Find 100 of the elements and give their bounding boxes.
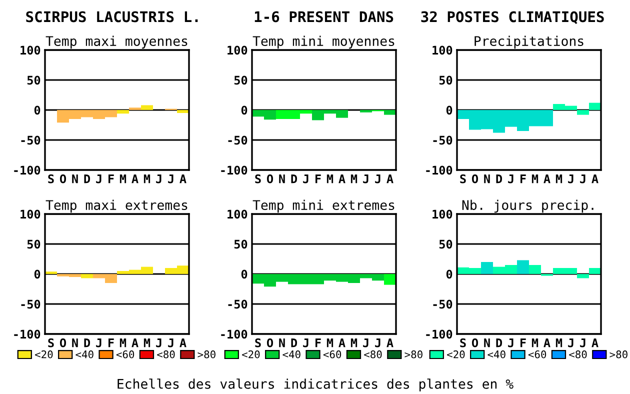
x-tick-label: D: [496, 338, 502, 348]
y-tick-label: -100: [426, 330, 452, 339]
x-tick-label: A: [180, 338, 186, 348]
x-tick-label: F: [108, 174, 114, 184]
text: Echelles des valeurs indicatrices des plantes en %: [118, 378, 514, 392]
x-tick-label: J: [375, 174, 380, 184]
x-tick-label: J: [568, 338, 574, 348]
y-tick-label: -50: [21, 136, 40, 145]
x-tick-label: N: [72, 338, 78, 348]
y-tick-label: 100: [20, 46, 40, 55]
x-tick-label: J: [568, 174, 574, 184]
legend-label: <40: [282, 350, 300, 358]
x-tick-label: M: [350, 338, 358, 348]
text: SCIRPUS LACUSTRIS L. 1-6 PRESENT DANS 32 POSTES CLIMATIQUES: [26, 11, 604, 24]
bar: [517, 260, 529, 274]
bar: [577, 110, 589, 115]
x-tick-label: M: [326, 174, 334, 184]
x-tick-label: O: [472, 338, 478, 348]
y-tick-label: -100: [426, 166, 452, 175]
x-tick-label: J: [156, 174, 162, 184]
y-tick-label: -100: [221, 330, 248, 339]
x-tick-label: F: [315, 174, 321, 184]
x-tick-label: A: [386, 338, 394, 348]
x-tick-label: A: [386, 174, 394, 184]
x-tick-label: N: [484, 174, 490, 184]
y-tick-label: 100: [228, 46, 248, 55]
x-tick-label: J: [580, 338, 586, 348]
x-tick-label: N: [279, 338, 285, 348]
x-tick-label: O: [60, 174, 66, 184]
x-tick-label: D: [291, 338, 298, 348]
x-tick-label: A: [132, 338, 138, 348]
x-tick-label: A: [544, 174, 550, 184]
x-tick-label: N: [279, 174, 285, 184]
y-tick-label: 0: [241, 106, 248, 115]
x-tick-label: J: [96, 338, 102, 348]
x-tick-label: J: [508, 338, 514, 348]
chart-title: Temp maxi extremes: [46, 200, 188, 213]
x-tick-label: O: [472, 174, 478, 184]
y-tick-label: 50: [27, 240, 40, 249]
bar: [81, 274, 93, 278]
x-tick-label: S: [48, 338, 54, 348]
x-tick-label: M: [120, 174, 126, 184]
x-tick-label: M: [556, 174, 562, 184]
x-tick-label: N: [484, 338, 490, 348]
y-tick-label: 0: [34, 270, 40, 279]
y-tick-label: 50: [439, 76, 452, 85]
x-tick-label: J: [363, 174, 368, 184]
x-tick-label: M: [326, 338, 334, 348]
legend-label: >80: [198, 350, 216, 358]
x-tick-label: O: [60, 338, 66, 348]
chart-title: Temp mini moyennes: [252, 36, 394, 49]
legend-label: <60: [528, 350, 546, 358]
x-tick-label: F: [520, 174, 526, 184]
legend-label: <80: [157, 350, 175, 358]
x-tick-label: S: [460, 174, 466, 184]
y-tick-label: 50: [234, 76, 248, 85]
y-tick-label: -100: [14, 330, 40, 339]
x-tick-label: N: [72, 174, 78, 184]
y-tick-label: 50: [234, 240, 248, 249]
x-tick-label: M: [556, 338, 562, 348]
y-tick-label: 0: [446, 106, 452, 115]
y-tick-label: -50: [433, 300, 452, 309]
x-tick-label: J: [580, 174, 586, 184]
y-tick-label: 0: [34, 106, 40, 115]
legend-label: <60: [323, 350, 342, 358]
x-tick-label: M: [120, 338, 126, 348]
x-tick-label: M: [144, 174, 150, 184]
x-tick-label: S: [255, 338, 261, 348]
y-tick-label: 50: [439, 240, 452, 249]
x-tick-label: F: [315, 338, 321, 348]
x-tick-label: J: [303, 338, 308, 348]
x-tick-label: A: [544, 338, 550, 348]
x-tick-label: D: [291, 174, 298, 184]
y-tick-label: 100: [20, 210, 40, 219]
x-tick-label: J: [508, 174, 514, 184]
y-tick-label: -50: [21, 300, 40, 309]
x-tick-label: D: [84, 338, 90, 348]
y-tick-label: -100: [221, 166, 248, 175]
x-tick-label: J: [96, 174, 102, 184]
legend-label: <60: [116, 350, 134, 358]
x-tick-label: J: [375, 338, 380, 348]
x-tick-label: O: [266, 338, 274, 348]
x-tick-label: M: [532, 174, 538, 184]
legend-label: <20: [446, 350, 465, 358]
legend-label: >80: [404, 350, 422, 358]
y-tick-label: -50: [433, 136, 452, 145]
x-tick-label: A: [132, 174, 138, 184]
legend-label: >80: [610, 350, 628, 358]
y-tick-label: -50: [228, 136, 248, 145]
legend-label: <20: [242, 350, 260, 358]
x-tick-label: S: [48, 174, 54, 184]
legend-label: <40: [488, 350, 506, 358]
x-tick-label: A: [338, 174, 346, 184]
x-tick-label: A: [338, 338, 346, 348]
chart-title: Temp maxi moyennes: [46, 36, 188, 49]
legend-label: <80: [569, 350, 587, 358]
y-tick-label: 50: [27, 76, 40, 85]
x-tick-label: J: [156, 338, 162, 348]
y-tick-label: 0: [446, 270, 452, 279]
x-tick-label: S: [460, 338, 466, 348]
